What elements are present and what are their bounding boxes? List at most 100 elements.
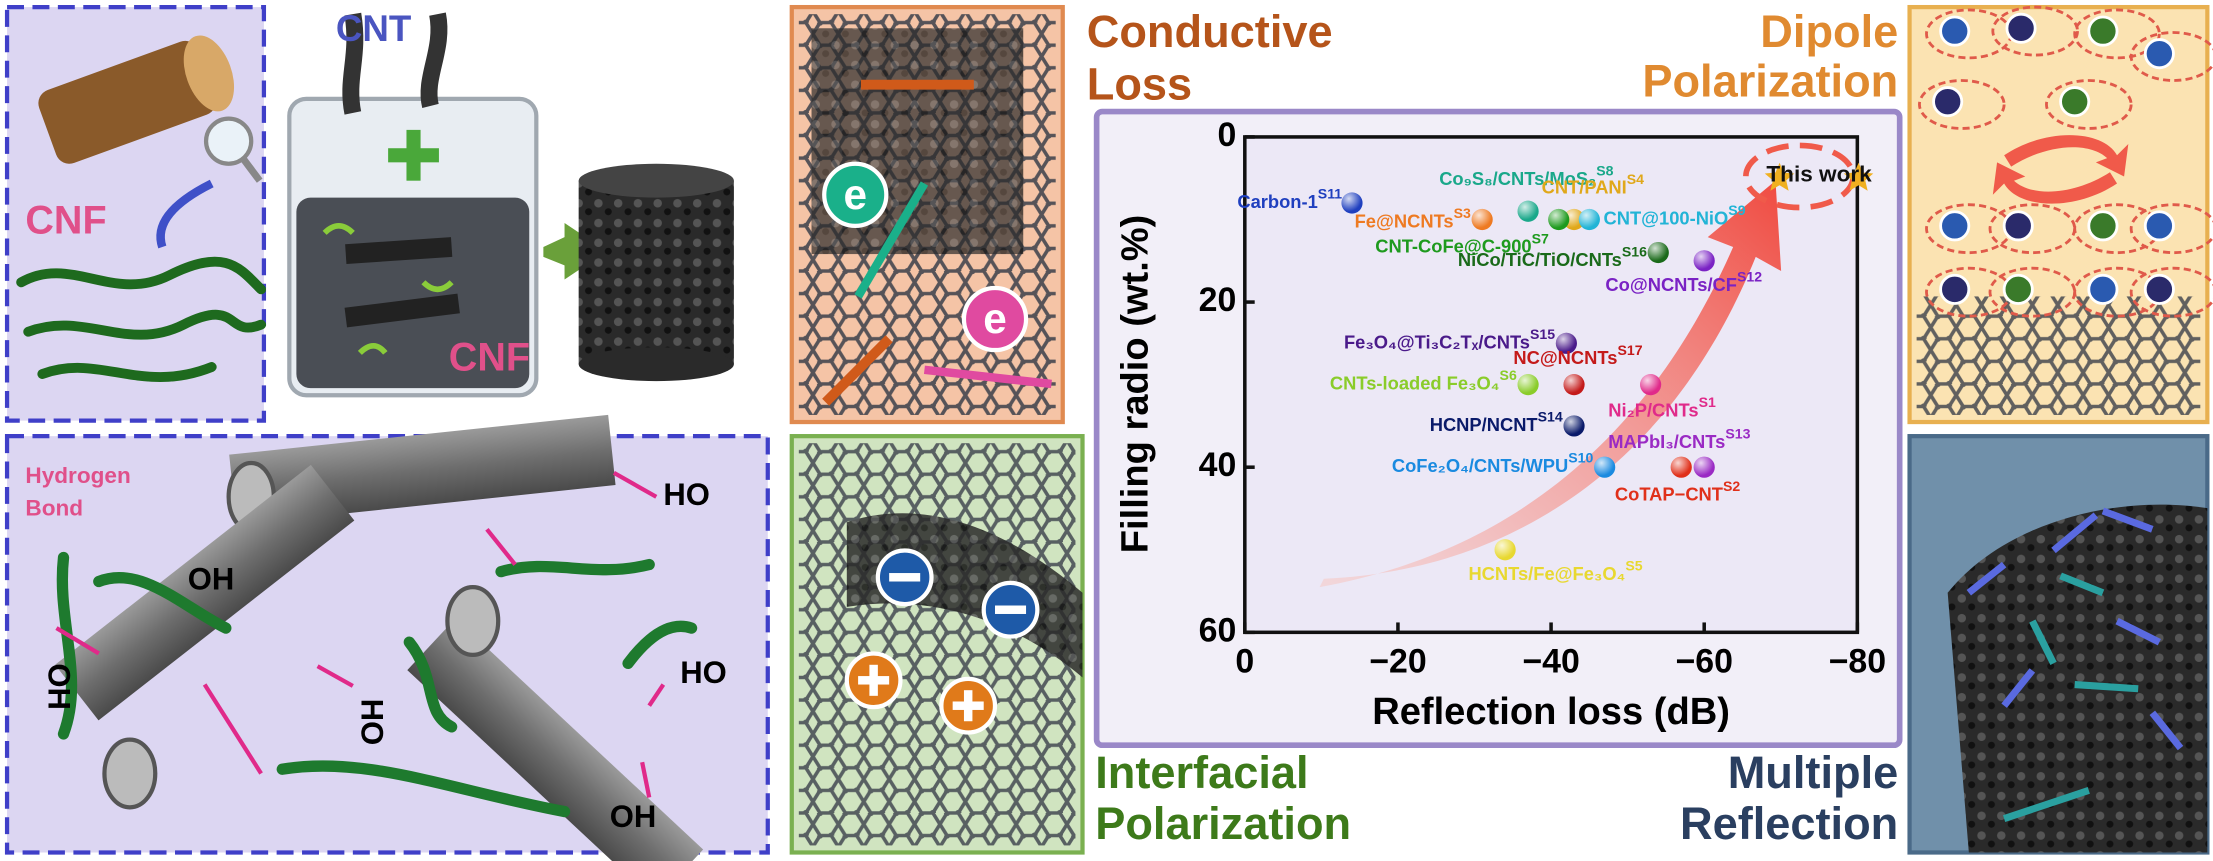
- rotation-arrow: [1992, 162, 2118, 204]
- point-label: Fe₃O₄@Ti₃C₂Tₓ/CNTsS15: [1344, 326, 1555, 353]
- point-label-name: This work: [1766, 161, 1872, 186]
- point-label: CNT@100-NiOS9: [1603, 202, 1745, 229]
- dipole: [2143, 273, 2175, 305]
- point-shine: [1670, 456, 1692, 478]
- point-label: CoTAP−CNTS2: [1615, 478, 1741, 505]
- dipole: [2005, 12, 2037, 44]
- dipole: [2002, 210, 2034, 242]
- dipole: [2143, 210, 2175, 242]
- point-label-ref: S12: [1737, 268, 1762, 284]
- label: CNF: [25, 198, 106, 242]
- graphene: [798, 443, 1076, 846]
- point-shine: [1517, 374, 1539, 396]
- dipole: [2087, 273, 2119, 305]
- point-label: CoFe₂O₄/CNTs/WPUS10: [1392, 449, 1594, 476]
- point-label: HCNTs/Fe@Fe₃O₄S5: [1468, 557, 1642, 584]
- point-label-name: Carbon-1: [1237, 191, 1317, 212]
- point-label-name: Ni₂P/CNTs: [1608, 399, 1698, 420]
- dipole: [2087, 210, 2119, 242]
- foam-surface: [1947, 504, 2208, 853]
- point-label: HCNP/NCNTS14: [1430, 408, 1563, 435]
- hydroxyl: HO: [355, 699, 390, 746]
- point-label: This work: [1766, 161, 1872, 186]
- dipole: [1932, 86, 1964, 118]
- caption: Polarization: [1642, 56, 1898, 107]
- point-label: Co₉S₈/CNTs/MoS₂S8: [1439, 162, 1613, 189]
- x-tick-label: 0: [1235, 642, 1254, 680]
- label: CNT: [336, 8, 412, 49]
- caption: Polarization: [1095, 798, 1351, 849]
- caption: Reflection: [1680, 798, 1898, 849]
- cnf-fibers: [16, 256, 267, 382]
- point-label-name: CoTAP−CNT: [1615, 483, 1723, 504]
- point-shine: [1548, 208, 1570, 231]
- cnf-fibers: [56, 551, 698, 818]
- point-label-name: HCNTs/Fe@Fe₃O₄: [1468, 563, 1625, 584]
- point-label-name: CNT/PANI: [1542, 176, 1627, 197]
- electron: e: [844, 171, 868, 218]
- point-label: NiCo/TiC/TiO/CNTsS16: [1458, 243, 1647, 270]
- caption: Conductive: [1087, 6, 1333, 57]
- point-shine: [1594, 456, 1616, 478]
- dipole-ring: [2045, 79, 2133, 130]
- point-label-ref: S3: [1454, 205, 1471, 221]
- beaker: [287, 12, 539, 398]
- point-shine: [1647, 241, 1669, 264]
- dipoles: [1918, 5, 2213, 318]
- point-shine: [1563, 415, 1585, 437]
- dipole: [1939, 15, 1971, 47]
- point-label: Co@NCNTs/CFS12: [1605, 268, 1762, 295]
- dipole-ring: [1991, 5, 2079, 57]
- dipole-ring: [2129, 31, 2213, 82]
- point-shine: [1563, 208, 1585, 231]
- hydrogen-bonds: [55, 470, 666, 798]
- point-label-ref: S17: [1617, 341, 1642, 357]
- point-label-name: MAPbI₃/CNTs: [1608, 431, 1725, 452]
- point-label-ref: S16: [1622, 243, 1647, 259]
- point-label-name: NC@NCNTs: [1513, 347, 1617, 368]
- point-label: Fe@NCNTsS3: [1355, 205, 1471, 232]
- y-tick-label: 20: [1199, 281, 1237, 319]
- charges: [844, 548, 1040, 735]
- point-label-ref: S7: [1532, 230, 1549, 246]
- point-label: CNT/PANIS4: [1542, 171, 1645, 198]
- dipole: [2002, 273, 2034, 305]
- point-label: CNTs-loaded Fe₃O₄S6: [1330, 367, 1517, 394]
- foam-cylinder: [578, 163, 734, 382]
- x-axis-label: Reflection loss (dB): [1372, 691, 1730, 733]
- point-label-name: Co@NCNTs/CF: [1605, 274, 1737, 295]
- caption: Multiple: [1728, 747, 1899, 798]
- dipole: [2143, 38, 2175, 70]
- dipole-ring: [2129, 203, 2213, 255]
- point-shine: [1494, 539, 1516, 561]
- point-label-ref: S15: [1530, 326, 1555, 342]
- x-tick-label: −20: [1369, 642, 1426, 680]
- point-label-ref: S4: [1627, 171, 1644, 187]
- point-label-name: Fe₃O₄@Ti₃C₂Tₓ/CNTs: [1344, 331, 1530, 352]
- point-label: Ni₂P/CNTsS1: [1608, 394, 1716, 421]
- point-label-ref: S13: [1725, 425, 1750, 441]
- hydroxyl: HO: [680, 655, 727, 690]
- hydroxyl: OH: [188, 562, 235, 597]
- caption: Loss: [1087, 58, 1192, 109]
- dipole: [2059, 86, 2091, 118]
- point-label-name: Co₉S₈/CNTs/MoS₂: [1439, 168, 1596, 189]
- electron: e: [983, 295, 1007, 342]
- caption: Interfacial: [1095, 747, 1308, 798]
- cnt-tubes: [55, 414, 704, 861]
- arrow: [156, 179, 214, 249]
- rotation-arrow: [2004, 135, 2129, 177]
- point-label-name: NiCo/TiC/TiO/CNTs: [1458, 249, 1622, 270]
- y-tick-label: 40: [1199, 446, 1237, 484]
- point-shine: [1517, 200, 1539, 222]
- dipole-ring: [2073, 8, 2161, 60]
- label: CNF: [449, 335, 530, 379]
- point-label-ref: S14: [1538, 408, 1563, 424]
- point: [1843, 162, 1874, 191]
- log-icon: [38, 35, 263, 183]
- y-axis-label: Filling radio (wt.%): [1115, 215, 1157, 554]
- electron-paths: [822, 79, 1052, 406]
- point-shine: [1640, 374, 1662, 396]
- label: Bond: [25, 496, 83, 521]
- point-shine: [1693, 456, 1715, 478]
